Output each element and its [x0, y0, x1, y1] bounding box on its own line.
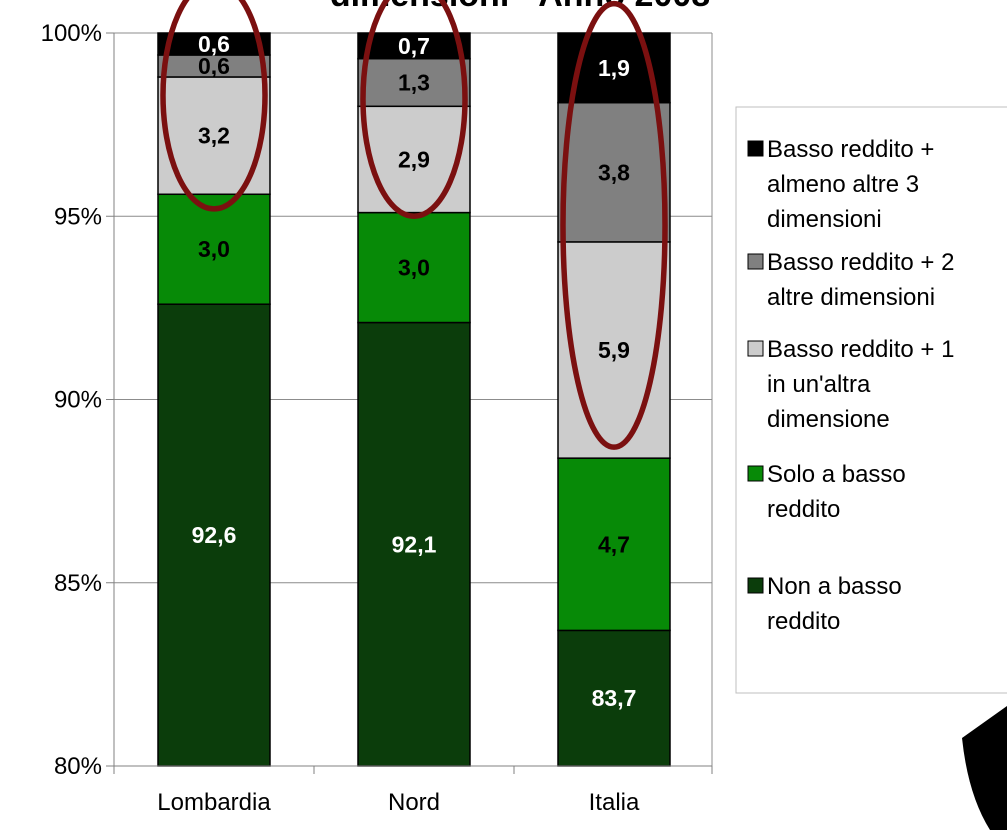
data-label: 83,7: [592, 685, 637, 711]
data-label: 0,6: [198, 53, 230, 79]
legend-label: reddito: [767, 496, 840, 523]
data-label: 1,3: [398, 69, 430, 95]
legend-label: altre dimensioni: [767, 284, 935, 311]
bar-segment: [557, 241, 671, 459]
highlight-ellipses: [160, 0, 668, 450]
x-category-label: Nord: [388, 789, 440, 816]
bar-segment: [357, 57, 471, 108]
legend-label: Basso reddito + 2: [767, 249, 954, 276]
data-label: 92,6: [192, 522, 237, 548]
x-category-label: Italia: [589, 789, 640, 816]
legend-swatch: [747, 465, 764, 482]
legend-label: Solo a basso: [767, 461, 906, 488]
legend-box: [735, 106, 1007, 694]
data-label: 5,9: [598, 337, 630, 363]
y-tick-label: 90%: [54, 387, 102, 414]
y-tick-label: 80%: [54, 753, 102, 780]
decorative-shape: [962, 706, 1007, 830]
legend-label: almeno altre 3: [767, 171, 919, 198]
legend-swatch: [747, 340, 764, 357]
data-label: 3,0: [398, 255, 430, 281]
data-label: 0,7: [398, 33, 430, 59]
data-label: 3,0: [198, 236, 230, 262]
bar-segment: [157, 32, 271, 56]
y-tick-label: 95%: [54, 203, 102, 230]
bar-segment: [357, 105, 471, 214]
bar-segment: [357, 211, 471, 324]
bars: [157, 32, 671, 767]
legend-label: reddito: [767, 608, 840, 635]
data-labels: 92,6 3,0 3,2 0,60,6 92,1 3,0 2,9 1,3 0,7 83,7 4,7 5…: [192, 31, 637, 711]
y-tick-label: 100%: [41, 20, 102, 47]
legend-label: dimensione: [767, 406, 890, 433]
axes: 80% 85% 90% 95% 100% Lombardia Nord Italia: [41, 20, 713, 816]
legend-swatch: [747, 577, 764, 594]
legend-swatch: [747, 253, 764, 270]
bar-segment: [357, 32, 471, 60]
bar-segment: [357, 321, 471, 767]
highlight-ellipse: [160, 0, 268, 212]
y-tick-label: 85%: [54, 570, 102, 597]
bar-segment: [557, 101, 671, 243]
bar-segment: [557, 457, 671, 632]
legend-label: dimensioni: [767, 206, 882, 233]
data-label: 1,9: [598, 55, 630, 81]
legend-label: in un'altra: [767, 371, 871, 398]
bar-segment: [157, 193, 271, 305]
legend-label: Non a basso: [767, 573, 902, 600]
legend: Basso reddito + almeno altre 3 dimensioni B…: [735, 106, 1007, 694]
highlight-ellipse: [560, 0, 668, 450]
x-category-label: Lombardia: [157, 789, 271, 816]
data-label: 92,1: [392, 531, 437, 557]
legend-label: Basso reddito + 1: [767, 336, 954, 363]
legend-label: Basso reddito +: [767, 136, 934, 163]
data-label: 3,2: [198, 123, 230, 149]
data-label: 4,7: [598, 531, 630, 557]
bar-segment: [557, 629, 671, 767]
data-label: 2,9: [398, 146, 430, 172]
data-label: 3,8: [598, 159, 630, 185]
legend-swatch: [747, 140, 764, 157]
highlight-ellipse: [360, 0, 468, 219]
data-label: 0,6: [198, 31, 230, 57]
